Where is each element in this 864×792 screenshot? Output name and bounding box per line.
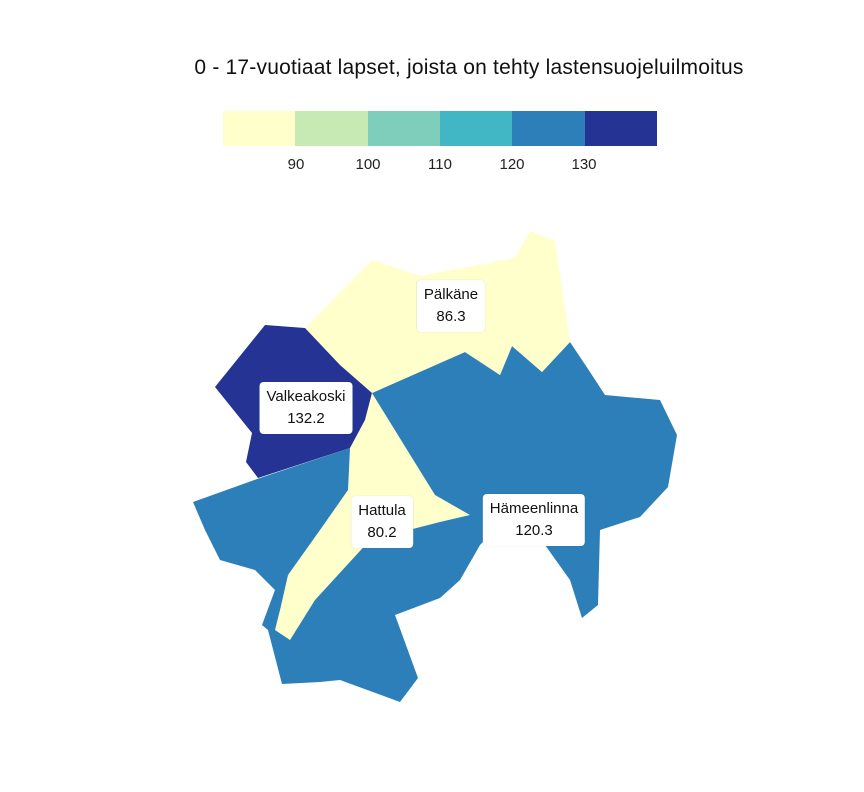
label-palkane: Pälkäne 86.3 (416, 280, 486, 332)
region-value: 132.2 (287, 410, 325, 427)
legend-tick-130: 130 (571, 156, 597, 173)
legend-swatch-4 (439, 111, 513, 146)
label-hattula: Hattula 80.2 (351, 496, 413, 548)
region-value: 80.2 (367, 524, 397, 541)
region-value: 120.3 (515, 522, 553, 539)
region-name: Hattula (358, 502, 406, 519)
region-name: Hämeenlinna (489, 500, 579, 517)
region-name: Pälkäne (423, 286, 479, 303)
label-valkeakoski: Valkeakoski 132.2 (259, 382, 353, 434)
legend-swatch-5 (512, 111, 585, 146)
legend-tick-100: 100 (355, 156, 381, 173)
legend-swatch-2 (295, 111, 368, 146)
legend-tick-90: 90 (287, 156, 305, 173)
region-value: 86.3 (436, 308, 466, 325)
label-hameenlinna: Hämeenlinna 120.3 (482, 494, 586, 546)
legend-swatch-6 (584, 111, 657, 146)
legend-tick-120: 120 (499, 156, 525, 173)
legend-tick-110: 110 (428, 156, 452, 173)
map-title: 0 - 17-vuotiaat lapset, joista on tehty … (194, 56, 744, 79)
legend-swatch-3 (367, 111, 440, 146)
region-name: Valkeakoski (266, 388, 346, 405)
legend-swatch-1 (223, 111, 296, 146)
color-legend (223, 111, 657, 147)
